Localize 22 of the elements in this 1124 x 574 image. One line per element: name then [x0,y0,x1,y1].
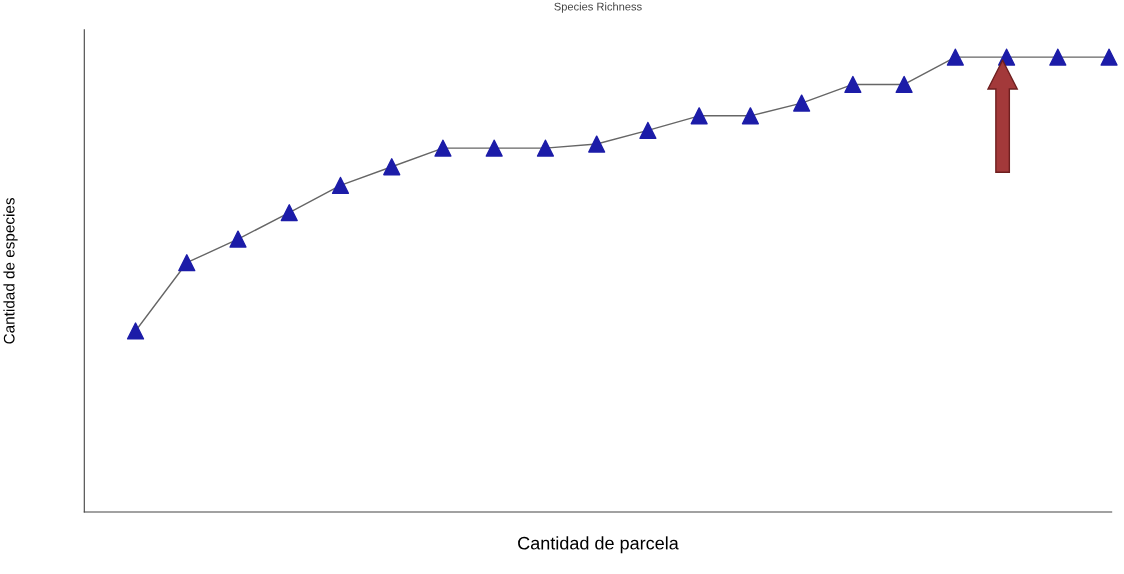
point [639,121,657,139]
point [280,204,298,222]
point [844,75,862,94]
point [229,230,247,248]
point [1049,48,1067,66]
chart-title: Species Richness [554,2,642,13]
point [741,107,760,125]
point [1100,48,1118,66]
point [383,158,401,176]
point [536,139,555,157]
point [485,139,503,157]
point [793,94,811,112]
point [946,48,964,66]
point [690,107,708,125]
point [178,254,196,272]
point [434,139,452,157]
point [895,75,913,94]
point [331,176,350,195]
point [126,322,145,340]
y-axis-title: Cantidad de especies [3,198,18,344]
point [588,135,606,153]
x-axis-title: Cantidad de parcela [518,536,679,554]
